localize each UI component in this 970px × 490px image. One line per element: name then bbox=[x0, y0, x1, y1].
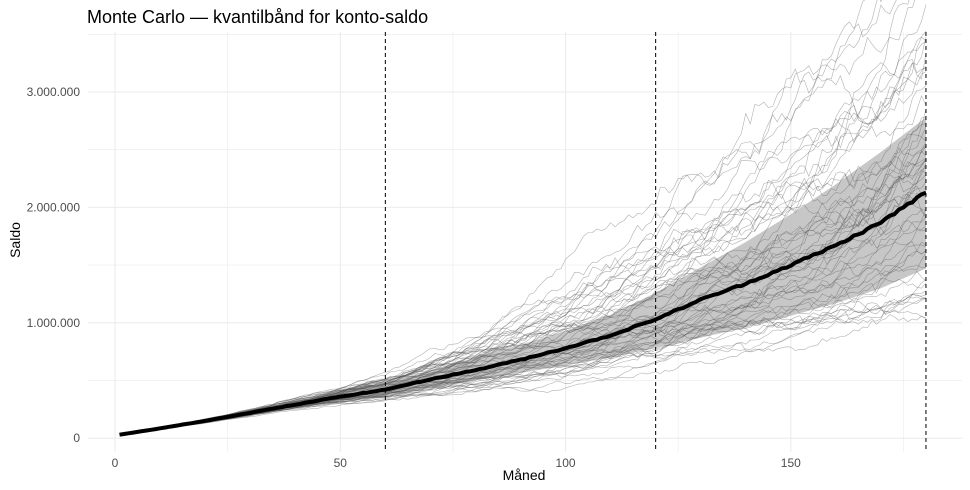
y-tick-label: 3.000.000 bbox=[27, 85, 81, 99]
chart-title: Monte Carlo — kvantilbånd for konto-sald… bbox=[87, 7, 428, 27]
y-axis-title: Saldo bbox=[7, 222, 23, 258]
median-line bbox=[119, 190, 927, 437]
simulation-path bbox=[119, 41, 927, 435]
simulation-path bbox=[119, 185, 927, 435]
simulation-path bbox=[119, 0, 882, 435]
quantile-band bbox=[119, 117, 926, 435]
simulation-path bbox=[119, 116, 927, 435]
simulation-path bbox=[119, 241, 927, 435]
vline-layer bbox=[384, 32, 927, 452]
simulation-path bbox=[119, 146, 927, 435]
simulation-path bbox=[119, 157, 927, 435]
band-layer bbox=[119, 117, 926, 435]
x-tick-label: 100 bbox=[556, 456, 576, 470]
y-ticks: 0 1.000.000 2.000.000 3.000.000 bbox=[27, 85, 81, 445]
simulation-path bbox=[119, 163, 927, 435]
x-tick-label: 150 bbox=[781, 456, 801, 470]
simulation-path bbox=[119, 65, 927, 435]
x-axis-title: Måned bbox=[503, 467, 546, 483]
simulation-path bbox=[119, 294, 927, 435]
x-ticks: 0 50 100 150 bbox=[112, 456, 801, 470]
simulation-path bbox=[119, 297, 927, 435]
x-tick-label: 0 bbox=[112, 456, 119, 470]
y-tick-label: 2.000.000 bbox=[27, 200, 81, 214]
simulation-path bbox=[119, 94, 927, 435]
simulation-path bbox=[119, 278, 927, 435]
y-tick-label: 0 bbox=[73, 431, 80, 445]
y-tick-label: 1.000.000 bbox=[27, 316, 81, 330]
simulation-path bbox=[119, 59, 927, 436]
median-layer bbox=[119, 190, 927, 437]
x-tick-label: 50 bbox=[334, 456, 348, 470]
simulation-path bbox=[119, 225, 927, 435]
